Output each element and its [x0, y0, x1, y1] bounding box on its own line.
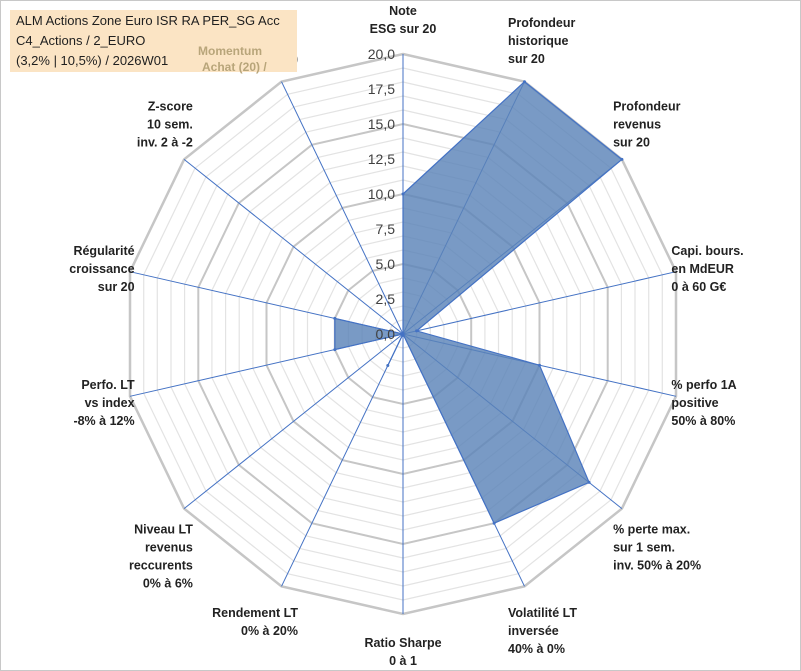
data-point: [333, 348, 337, 352]
axis-label: Régularité croissance sur 20: [69, 244, 134, 294]
axis-label: % perfo 1A positive 50% à 80%: [671, 378, 736, 428]
data-point: [538, 363, 541, 367]
tick-label: 17,5: [368, 81, 395, 97]
axis-label: Volatilité LT inversée 40% à 0%: [508, 606, 577, 656]
axis-spoke: [281, 333, 404, 587]
data-point: [587, 480, 591, 484]
tick-label: 10,0: [368, 186, 395, 202]
tick-label: 15,0: [368, 116, 395, 132]
data-point: [620, 157, 624, 161]
title-line-3: (3,2% | 10,5%) / 2026W01: [16, 53, 169, 68]
data-point: [333, 316, 337, 320]
tick-label: 2,5: [376, 291, 396, 307]
data-series-area: [334, 80, 623, 524]
title-line-2: C4_Actions / 2_EURO: [16, 33, 146, 48]
data-point: [386, 364, 390, 367]
axis-label: Perfo. LT vs index -8% à 12%: [73, 378, 135, 428]
axis-label: Niveau LT revenus reccurents 0% à 6%: [129, 522, 193, 590]
axis-spoke: [183, 333, 404, 509]
axis-label: Profondeur historique sur 20: [508, 16, 575, 66]
axis-label: Rendement LT 0% à 20%: [212, 606, 298, 638]
tick-label: 0,0: [376, 326, 396, 342]
tick-label: 12,5: [368, 151, 395, 167]
data-point: [401, 332, 405, 336]
momentum-label-2: Achat (20) /: [202, 60, 267, 74]
axis-spoke: [183, 159, 404, 335]
axis-label: Note ESG sur 20: [370, 4, 437, 36]
axis-spoke: [281, 81, 404, 335]
axis-label: Ratio Sharpe 0 à 1: [364, 636, 441, 668]
momentum-label-1: Momentum: [198, 44, 262, 58]
axis-label: Profondeur revenus sur 20: [613, 100, 680, 150]
data-point: [523, 80, 526, 84]
title-box: ALM Actions Zone Euro ISR RA PER_SG Acc …: [10, 10, 297, 74]
tick-label: 7,5: [376, 221, 396, 237]
axis-label: % perte max. sur 1 sem. inv. 50% à 20%: [613, 522, 701, 572]
axis-label: Z-score 10 sem. inv. 2 à -2: [137, 100, 193, 150]
axis-spoke: [402, 271, 677, 335]
data-point: [415, 329, 419, 333]
title-line-1: ALM Actions Zone Euro ISR RA PER_SG Acc: [16, 13, 280, 28]
tick-label: 20,0: [368, 46, 395, 62]
data-point: [401, 192, 405, 196]
tick-label: 5,0: [376, 256, 396, 272]
data-point: [492, 521, 496, 525]
axis-label: Capi. bours. en MdEUR 0 à 60 G€: [671, 244, 743, 294]
